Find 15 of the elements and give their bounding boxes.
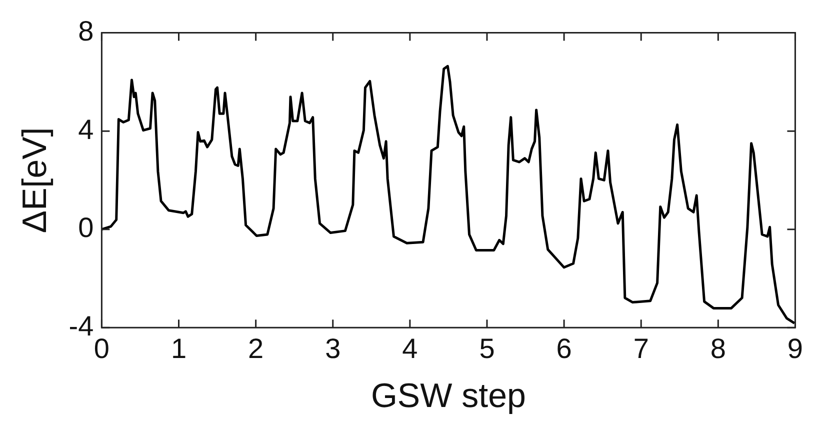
x-tick-label: 9 bbox=[787, 333, 804, 364]
y-axis-title: ΔE[eV] bbox=[16, 127, 54, 234]
x-tick-label: 5 bbox=[479, 333, 495, 364]
x-tick-label: 7 bbox=[633, 333, 649, 364]
x-tick-label: 6 bbox=[556, 333, 572, 364]
y-tick-label: 8 bbox=[78, 16, 94, 47]
y-tick-label: -4 bbox=[68, 310, 94, 342]
x-tick-label: 4 bbox=[402, 333, 418, 364]
x-tick-label: 1 bbox=[170, 333, 187, 364]
x-axis-title: GSW step bbox=[370, 376, 526, 415]
x-tick-label: 3 bbox=[325, 333, 341, 364]
y-tick-label: 4 bbox=[78, 114, 94, 145]
x-tick-label: 2 bbox=[248, 333, 264, 364]
x-tick-label: 8 bbox=[710, 333, 726, 364]
y-tick-label: 0 bbox=[78, 212, 94, 244]
